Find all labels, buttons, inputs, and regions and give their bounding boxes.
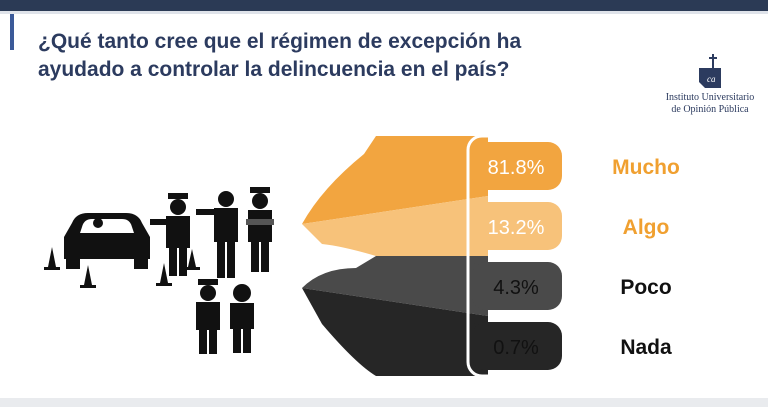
bar-nada xyxy=(302,288,488,376)
cross-icon xyxy=(709,54,717,68)
value-panel-algo xyxy=(472,202,562,250)
police-checkpoint-illustration xyxy=(44,187,274,354)
logo-mark xyxy=(699,68,721,88)
title-accent xyxy=(10,14,14,50)
officer-directing-icon xyxy=(150,193,190,276)
chart-bands xyxy=(302,134,568,378)
traffic-cone-icons xyxy=(44,247,200,288)
page-title: ¿Qué tanto cree que el régimen de excepc… xyxy=(38,28,658,84)
value-column-outline xyxy=(466,134,568,378)
top-bar-shadow xyxy=(0,11,768,14)
value-label-poco: 4.3% xyxy=(493,277,539,299)
officer-pointing-icon xyxy=(196,191,238,278)
logo-name: Instituto Universitario de Opinión Públi… xyxy=(653,92,767,116)
bar-algo xyxy=(302,196,488,256)
footer-bar xyxy=(0,398,768,407)
title-line-1: ¿Qué tanto cree que el régimen de excepc… xyxy=(38,30,522,53)
value-panel-poco xyxy=(472,262,562,310)
value-panel-mucho xyxy=(472,142,562,190)
category-label-mucho: Mucho xyxy=(612,156,680,179)
value-label-mucho: 81.8% xyxy=(488,157,545,179)
officer-arms-crossed-icon xyxy=(246,187,274,272)
officer-arrest-icon xyxy=(196,279,220,354)
value-label-algo: 13.2% xyxy=(488,217,545,239)
bar-mucho xyxy=(302,136,488,224)
title-line-2: ayudado a controlar la delincuencia en e… xyxy=(38,58,510,81)
value-panel-nada xyxy=(472,322,562,370)
logo-name-line-1: Instituto Universitario xyxy=(665,92,755,103)
chart-labels: 81.8% Mucho 13.2% Algo 4.3% Poco 0.7% Nada xyxy=(488,156,680,359)
bar-poco xyxy=(302,256,488,316)
top-bar xyxy=(0,0,768,11)
logo-name-line-2: de Opinión Pública xyxy=(671,104,749,115)
category-label-poco: Poco xyxy=(620,276,671,299)
value-label-nada: 0.7% xyxy=(493,337,539,359)
iudop-logo: ca xyxy=(699,54,721,88)
car-icon xyxy=(64,213,150,269)
category-label-nada: Nada xyxy=(620,336,672,359)
logo-mark-text: ca xyxy=(707,74,716,84)
detained-person-icon xyxy=(230,284,254,353)
category-label-algo: Algo xyxy=(623,216,670,239)
